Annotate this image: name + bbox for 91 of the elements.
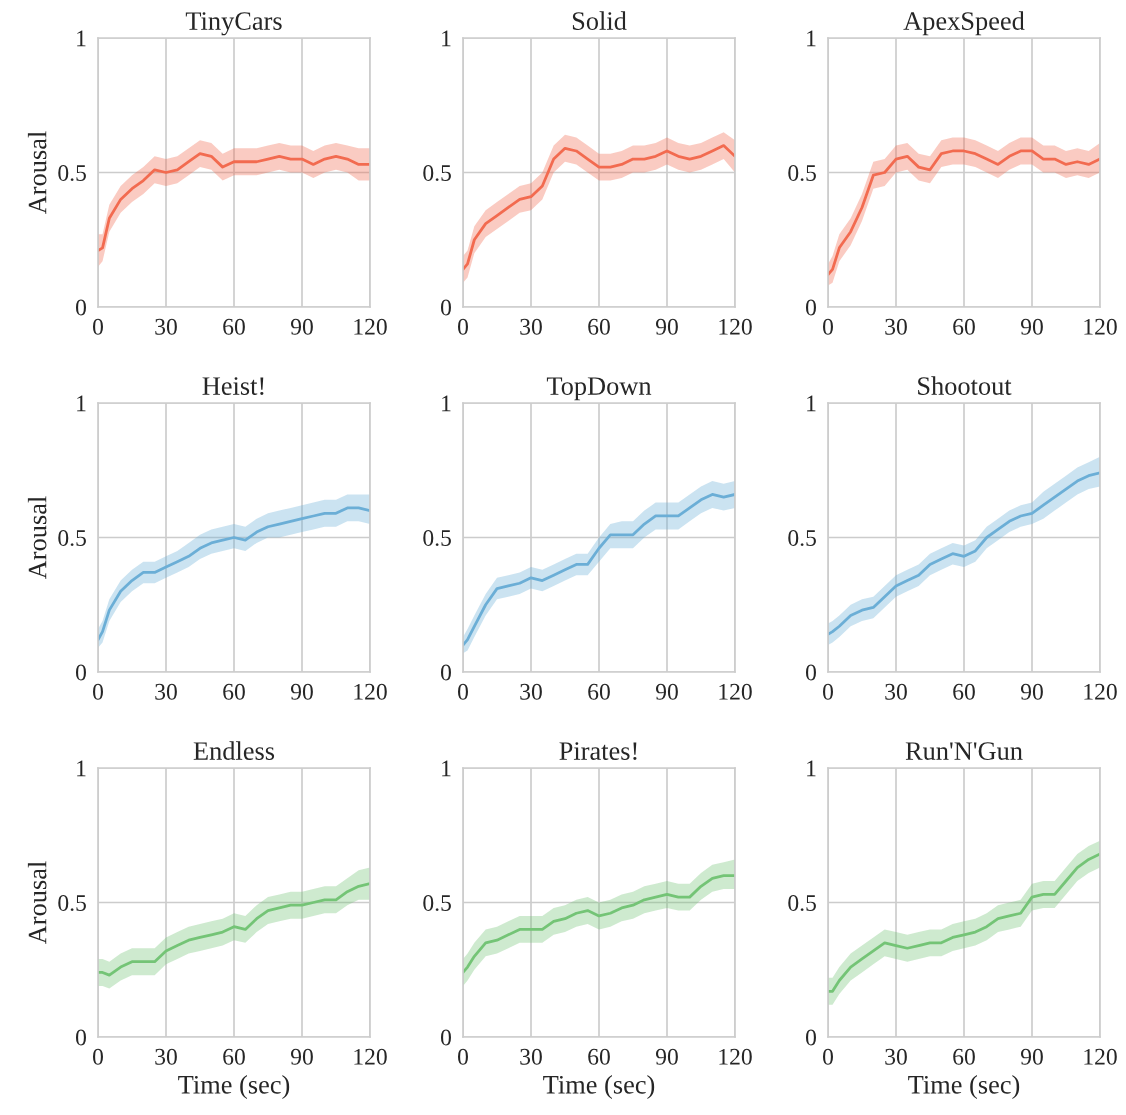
x-tick-label: 90 [655,1048,678,1065]
x-tick-label: 120 [354,683,387,700]
line-series [463,144,735,271]
x-tick-label: 0 [823,683,833,700]
y-tick-label: 1 [442,395,451,412]
x-tick-label: 0 [458,318,468,335]
x-tick-label: 120 [354,318,387,335]
y-tick-label: 0.5 [58,529,86,547]
x-tick-label: 0 [93,683,103,700]
y-tick-label: 0 [75,1029,86,1046]
x-tick-label: 120 [719,1048,752,1065]
y-tick-label: 0 [75,299,86,316]
y-tick-label: 1 [807,760,816,777]
x-tick-label: 120 [719,318,752,335]
x-tick-label: 60 [953,318,975,335]
x-tick-label: 60 [588,683,610,700]
x-axis-title: Time (sec) [543,1075,655,1100]
y-axis-title: Arousal [27,496,47,580]
x-tick-label: 0 [823,318,833,335]
x-tick-label: 90 [655,318,678,335]
x-tick-label: 0 [823,1048,833,1065]
chart-title: TopDown [546,377,652,401]
y-tick-label: 0 [75,664,86,681]
x-tick-label: 0 [458,683,468,700]
x-tick-label: 120 [1084,1048,1117,1065]
chart-title: Run'N'Gun [905,742,1023,760]
x-tick-label: 90 [290,318,313,335]
y-tick-label: 1 [442,760,451,777]
chart-title: Endless [193,741,275,760]
chart-title: Solid [572,11,627,30]
x-tick-label: 30 [520,318,542,335]
x-tick-label: 30 [520,683,542,700]
x-tick-label: 90 [655,683,678,700]
y-axis-title: Arousal [27,861,47,945]
y-axis-title: Arousal [27,131,47,215]
y-tick-label: 1 [77,395,86,412]
x-tick-label: 60 [953,1048,975,1065]
x-tick-label: 120 [354,1048,387,1065]
x-tick-label: 120 [1084,318,1117,335]
x-tick-label: 90 [290,1048,313,1065]
y-tick-label: 0.5 [423,164,451,182]
y-tick-label: 1 [77,760,86,777]
y-tick-label: 0.5 [58,164,86,182]
y-tick-label: 0.5 [788,164,816,182]
chart-title: TinyCars [185,12,282,36]
x-tick-label: 60 [588,1048,610,1065]
y-tick-label: 0.5 [788,529,816,547]
x-tick-label: 30 [885,318,907,335]
y-tick-label: 0 [440,664,451,681]
x-tick-label: 60 [223,683,245,700]
x-tick-label: 90 [1020,683,1043,700]
y-tick-label: 0 [805,664,816,681]
x-tick-label: 30 [155,318,177,335]
x-tick-label: 0 [93,318,103,335]
y-tick-label: 0.5 [423,894,451,912]
x-tick-label: 60 [588,318,610,335]
line-series [98,152,370,252]
y-tick-label: 1 [442,30,451,47]
x-tick-label: 0 [458,1048,468,1065]
x-tick-label: 30 [885,683,907,700]
y-tick-label: 1 [807,30,816,47]
y-tick-label: 1 [807,395,816,412]
chart-title: ApexSpeed [903,11,1025,36]
x-tick-label: 60 [223,1048,245,1065]
y-tick-label: 0.5 [58,894,86,912]
y-tick-label: 0 [805,299,816,316]
x-tick-label: 60 [953,683,975,700]
y-tick-label: 0 [440,299,451,316]
x-tick-label: 30 [885,1048,907,1065]
x-tick-label: 90 [1020,1048,1043,1065]
x-tick-label: 90 [290,683,313,700]
y-tick-label: 0.5 [788,894,816,912]
x-tick-label: 120 [719,683,752,700]
x-axis-title: Time (sec) [178,1075,290,1100]
x-tick-label: 0 [93,1048,103,1065]
y-tick-label: 0 [440,1029,451,1046]
x-tick-label: 90 [1020,318,1043,335]
line-series [98,882,370,977]
x-tick-label: 30 [155,1048,177,1065]
chart-title: Heist! [202,377,264,396]
line-series [463,874,735,974]
y-tick-label: 0 [805,1029,816,1046]
x-axis-title: Time (sec) [908,1075,1020,1100]
chart-title: Shootout [918,376,1012,395]
chart-title: Pirates! [559,742,637,761]
x-tick-label: 120 [1084,683,1117,700]
y-tick-label: 0.5 [423,529,451,547]
x-tick-label: 30 [155,683,177,700]
y-tick-label: 1 [77,30,86,47]
x-tick-label: 30 [520,1048,542,1065]
x-tick-label: 60 [223,318,245,335]
